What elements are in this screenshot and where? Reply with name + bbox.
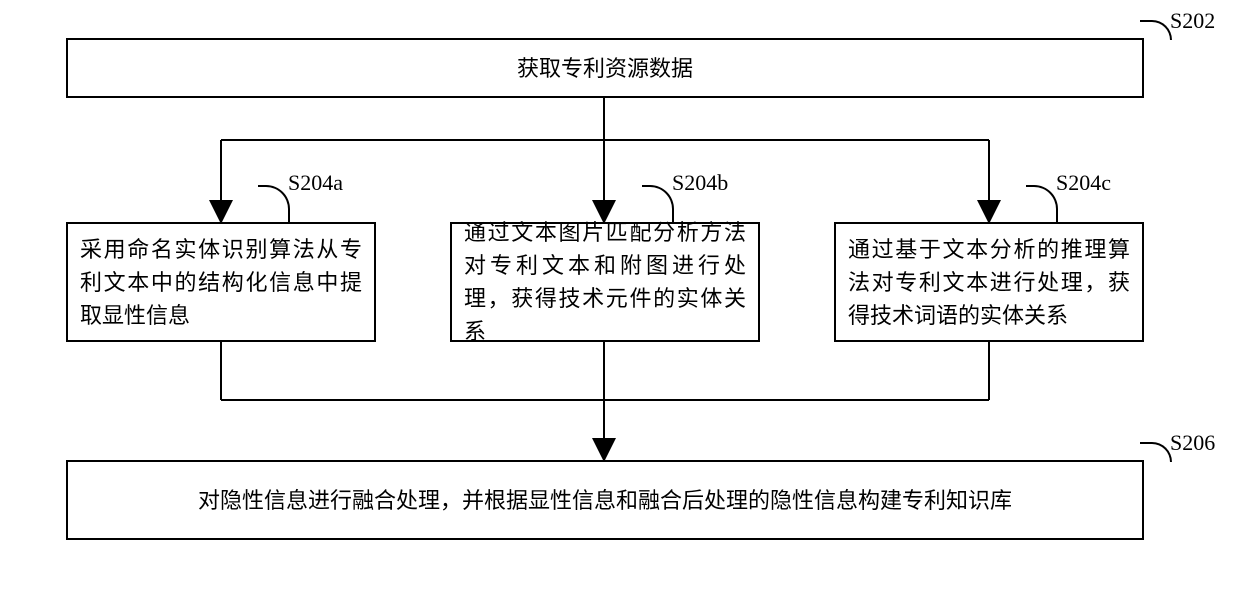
tag-s206: S206 [1170, 430, 1215, 456]
tag-s204a: S204a [288, 170, 343, 196]
node-s204a: 采用命名实体识别算法从专利文本中的结构化信息中提取显性信息 [66, 222, 376, 342]
callout-s202 [1140, 20, 1172, 40]
flowchart-canvas: 获取专利资源数据 S202 采用命名实体识别算法从专利文本中的结构化信息中提取显… [0, 0, 1240, 591]
tag-s204c: S204c [1056, 170, 1111, 196]
node-s202-label: 获取专利资源数据 [517, 52, 693, 85]
node-s202: 获取专利资源数据 [66, 38, 1144, 98]
callout-s204a [258, 185, 290, 223]
node-s206: 对隐性信息进行融合处理，并根据显性信息和融合后处理的隐性信息构建专利知识库 [66, 460, 1144, 540]
node-s206-label: 对隐性信息进行融合处理，并根据显性信息和融合后处理的隐性信息构建专利知识库 [198, 484, 1012, 517]
tag-s202: S202 [1170, 8, 1215, 34]
node-s204b-label: 通过文本图片匹配分析方法对专利文本和附图进行处理，获得技术元件的实体关系 [464, 216, 746, 348]
node-s204a-label: 采用命名实体识别算法从专利文本中的结构化信息中提取显性信息 [80, 233, 362, 332]
node-s204b: 通过文本图片匹配分析方法对专利文本和附图进行处理，获得技术元件的实体关系 [450, 222, 760, 342]
node-s204c: 通过基于文本分析的推理算法对专利文本进行处理，获得技术词语的实体关系 [834, 222, 1144, 342]
tag-s204b: S204b [672, 170, 728, 196]
callout-s206 [1140, 442, 1172, 462]
callout-s204c [1026, 185, 1058, 223]
callout-s204b [642, 185, 674, 223]
node-s204c-label: 通过基于文本分析的推理算法对专利文本进行处理，获得技术词语的实体关系 [848, 233, 1130, 332]
